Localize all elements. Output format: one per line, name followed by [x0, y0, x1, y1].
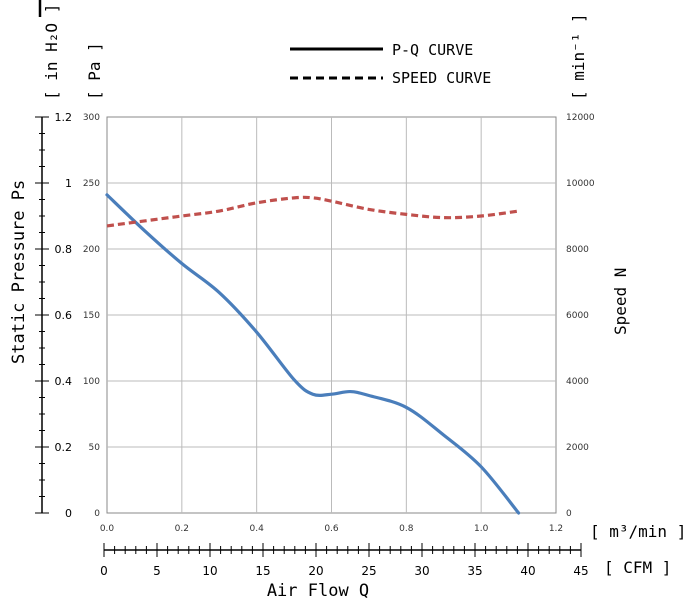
y-right-ticks: 0 2000 4000 6000 8000 10000 12000	[566, 113, 595, 519]
y-right-tick-label: 0	[566, 509, 572, 519]
x-tick-label: 1.2	[549, 524, 563, 534]
y-left-outer-tick-label: 0.8	[55, 243, 73, 256]
y-left-outer-unit: [ in H₂O ]	[42, 4, 61, 100]
y-right-unit: [ min⁻¹ ]	[569, 13, 588, 100]
y-left-outer-tick-label: 1.2	[55, 111, 73, 124]
y-right-title: Speed N	[611, 268, 630, 335]
x-secondary-tick-label: 45	[573, 564, 588, 578]
x-secondary-tick-label: 35	[467, 564, 482, 578]
y-left-outer-tick-label: 1	[65, 177, 72, 190]
x-tick-label: 0.8	[399, 524, 414, 534]
y-left-outer-tick-label: 0.2	[55, 441, 73, 454]
x-secondary-tick-label: 40	[520, 564, 535, 578]
y-left-inner-tick-label: 50	[89, 443, 101, 453]
series-group	[105, 193, 521, 515]
y-left-title: Static Pressure Ps	[9, 180, 29, 364]
y-left-outer-tick-label: 0	[65, 507, 72, 520]
y-left-inner-tick-label: 100	[83, 377, 100, 387]
y-left-inner-tick-label: 250	[83, 179, 100, 189]
y-right-tick-label: 10000	[566, 179, 595, 189]
x-primary-unit: [ m³/min ]	[590, 522, 686, 541]
y-right-tick-label: 4000	[566, 377, 589, 387]
x-tick-label: 0.6	[324, 524, 339, 534]
y-right-tick-label: 12000	[566, 113, 595, 123]
y-left-inner-tick-label: 0	[94, 509, 100, 519]
x-primary-ticks: 0.0 0.2 0.4 0.6 0.8 1.0 1.2	[100, 524, 563, 534]
y-left-inner-tick-label: 200	[83, 245, 100, 255]
y-right-tick-label: 8000	[566, 245, 589, 255]
x-secondary-unit: [ CFM ]	[604, 558, 671, 577]
x-secondary-tick-label: 15	[255, 564, 270, 578]
grid	[107, 117, 556, 513]
legend-label-pq: P-Q CURVE	[392, 41, 473, 59]
speed-curve-line	[106, 195, 519, 228]
legend-label-speed: SPEED CURVE	[392, 69, 491, 87]
x-tick-label: 1.0	[474, 524, 489, 534]
x-secondary-tick-label: 20	[308, 564, 323, 578]
x-secondary-tick-label: 10	[202, 564, 217, 578]
y-left-inner-unit: [ Pa ]	[85, 42, 104, 100]
x-secondary-axis: 0 5 10 15 20 25 30 35 40 45	[100, 543, 589, 578]
pq-curve-line	[105, 193, 521, 515]
x-title: Air Flow Q	[267, 581, 369, 601]
x-tick-label: 0.0	[100, 524, 115, 534]
y-left-inner-tick-label: 150	[83, 311, 100, 321]
x-tick-label: 0.2	[175, 524, 189, 534]
y-right-tick-label: 2000	[566, 443, 589, 453]
x-secondary-tick-label: 25	[361, 564, 376, 578]
y-left-outer-tick-label: 0.6	[55, 309, 73, 322]
legend: P-Q CURVE SPEED CURVE	[290, 41, 491, 87]
y-right-tick-label: 6000	[566, 311, 589, 321]
y-left-outer-tick-label: 0.4	[55, 375, 73, 388]
y-left-outer-axis: 0 0.2 0.4 0.6 0.8 1 1.2	[35, 111, 72, 520]
x-secondary-tick-label: 30	[414, 564, 429, 578]
y-left-inner-tick-label: 300	[83, 113, 100, 123]
x-tick-label: 0.4	[250, 524, 265, 534]
x-secondary-tick-label: 0	[100, 564, 108, 578]
x-secondary-tick-label: 5	[153, 564, 161, 578]
y-left-inner-ticks: 0 50 100 150 200 250 300	[83, 113, 100, 519]
